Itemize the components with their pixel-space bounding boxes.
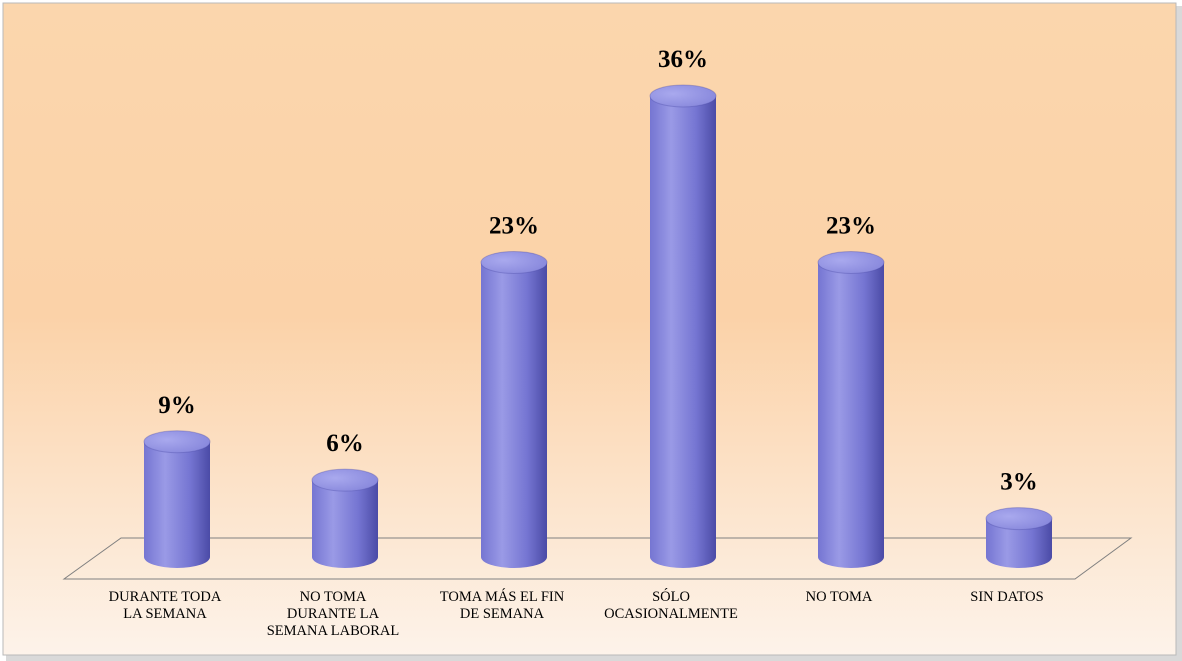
bar-top	[311, 468, 379, 492]
bar-top	[985, 507, 1053, 531]
bar-body	[818, 262, 884, 568]
category-label-line: NO TOMA	[806, 589, 873, 605]
value-label: 36%	[658, 46, 708, 73]
category-label-line: DURANTE TODA	[109, 589, 222, 605]
value-label: 9%	[158, 392, 196, 419]
value-label: 23%	[489, 212, 539, 239]
category-label-line: DURANTE LA	[287, 606, 380, 622]
bar-top	[143, 430, 211, 454]
category-label-line: TOMA MÁS EL FIN	[440, 588, 565, 605]
value-label: 23%	[826, 212, 876, 239]
bar-body	[144, 441, 210, 568]
bar-top	[649, 84, 717, 108]
category-label-line: OCASIONALMENTE	[604, 606, 738, 622]
floor-plane	[62, 537, 1133, 580]
bars-layer	[143, 84, 1053, 568]
bar-body	[481, 262, 547, 568]
category-label-line: NO TOMA	[300, 589, 367, 605]
category-label: NO TOMA	[806, 589, 873, 605]
bar	[649, 84, 717, 568]
category-label: SÓLO OCASIONALMENTE	[604, 588, 738, 622]
bar	[143, 430, 211, 568]
category-label-line: DE SEMANA	[460, 606, 545, 622]
bar-body	[312, 480, 378, 568]
bar	[985, 507, 1053, 568]
bar	[817, 250, 885, 568]
category-label: NO TOMA DURANTE LA SEMANA LABORAL	[267, 589, 400, 639]
category-label: SIN DATOS	[970, 589, 1043, 605]
category-label-line: SIN DATOS	[970, 589, 1043, 605]
bar	[311, 468, 379, 568]
value-label: 3%	[1000, 469, 1038, 496]
bar-body	[986, 518, 1052, 568]
bar-top	[817, 250, 885, 274]
category-label-line: LA SEMANA	[123, 606, 207, 622]
category-label: TOMA MÁS EL FIN DE SEMANA	[440, 588, 565, 622]
bar-top	[480, 250, 548, 274]
bar	[480, 250, 548, 568]
bar-body	[650, 96, 716, 568]
category-label-line: SEMANA LABORAL	[267, 623, 400, 639]
category-label-line: SÓLO	[652, 588, 690, 605]
value-label: 6%	[326, 430, 364, 457]
category-label: DURANTE TODA LA SEMANA	[109, 589, 222, 622]
value-labels-layer: 9% 6% 23% 36% 23% 3%	[158, 46, 1038, 496]
